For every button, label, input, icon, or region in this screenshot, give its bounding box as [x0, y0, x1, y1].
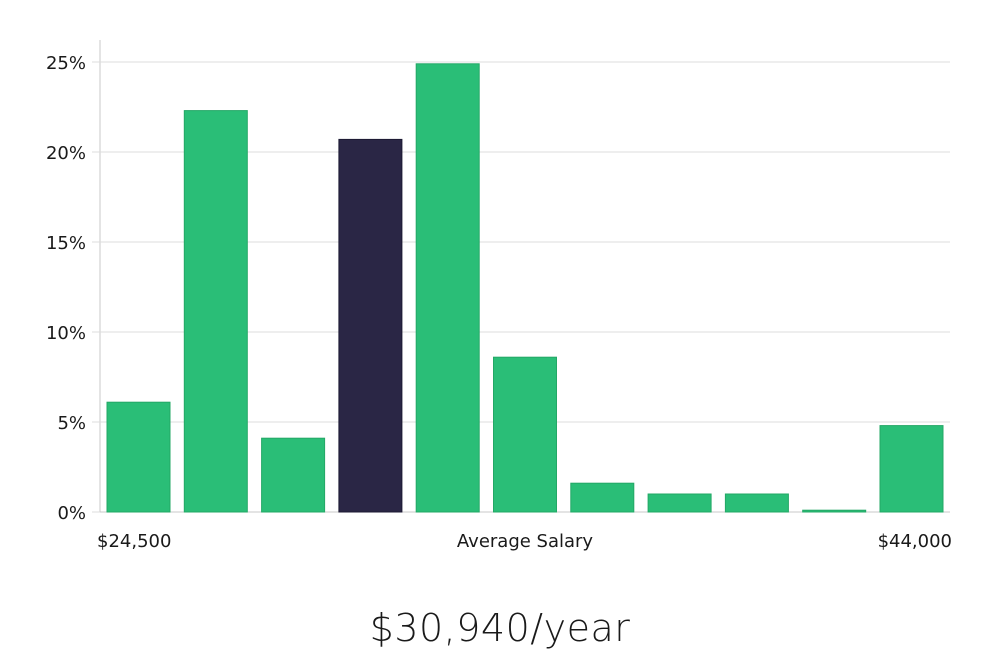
y-tick-label: 25% [46, 53, 86, 74]
y-tick-label: 5% [57, 413, 86, 434]
y-tick-label: 15% [46, 233, 86, 254]
bar [647, 493, 712, 513]
bar [106, 401, 171, 513]
bar [724, 493, 789, 513]
bar-highlighted [338, 138, 403, 513]
bars [106, 63, 944, 513]
salary-histogram: 0%5%10%15%20%25% $24,500 Average Salary … [46, 40, 952, 552]
bar [183, 110, 248, 513]
y-tick-label: 10% [46, 323, 86, 344]
y-tick-label: 20% [46, 143, 86, 164]
bar [261, 437, 326, 513]
average-salary-value: $30,940/year [369, 606, 631, 650]
bar [879, 425, 944, 513]
y-tick-label: 0% [57, 503, 86, 524]
x-min-label: $24,500 [97, 531, 171, 552]
bar [493, 356, 557, 513]
bar [415, 63, 480, 513]
x-max-label: $44,000 [878, 531, 952, 552]
y-axis-ticks: 0% 5% 10% 15% 20% 25% [46, 53, 86, 524]
x-axis-title: Average Salary [457, 531, 594, 552]
bar [802, 509, 867, 513]
bar [570, 482, 635, 513]
